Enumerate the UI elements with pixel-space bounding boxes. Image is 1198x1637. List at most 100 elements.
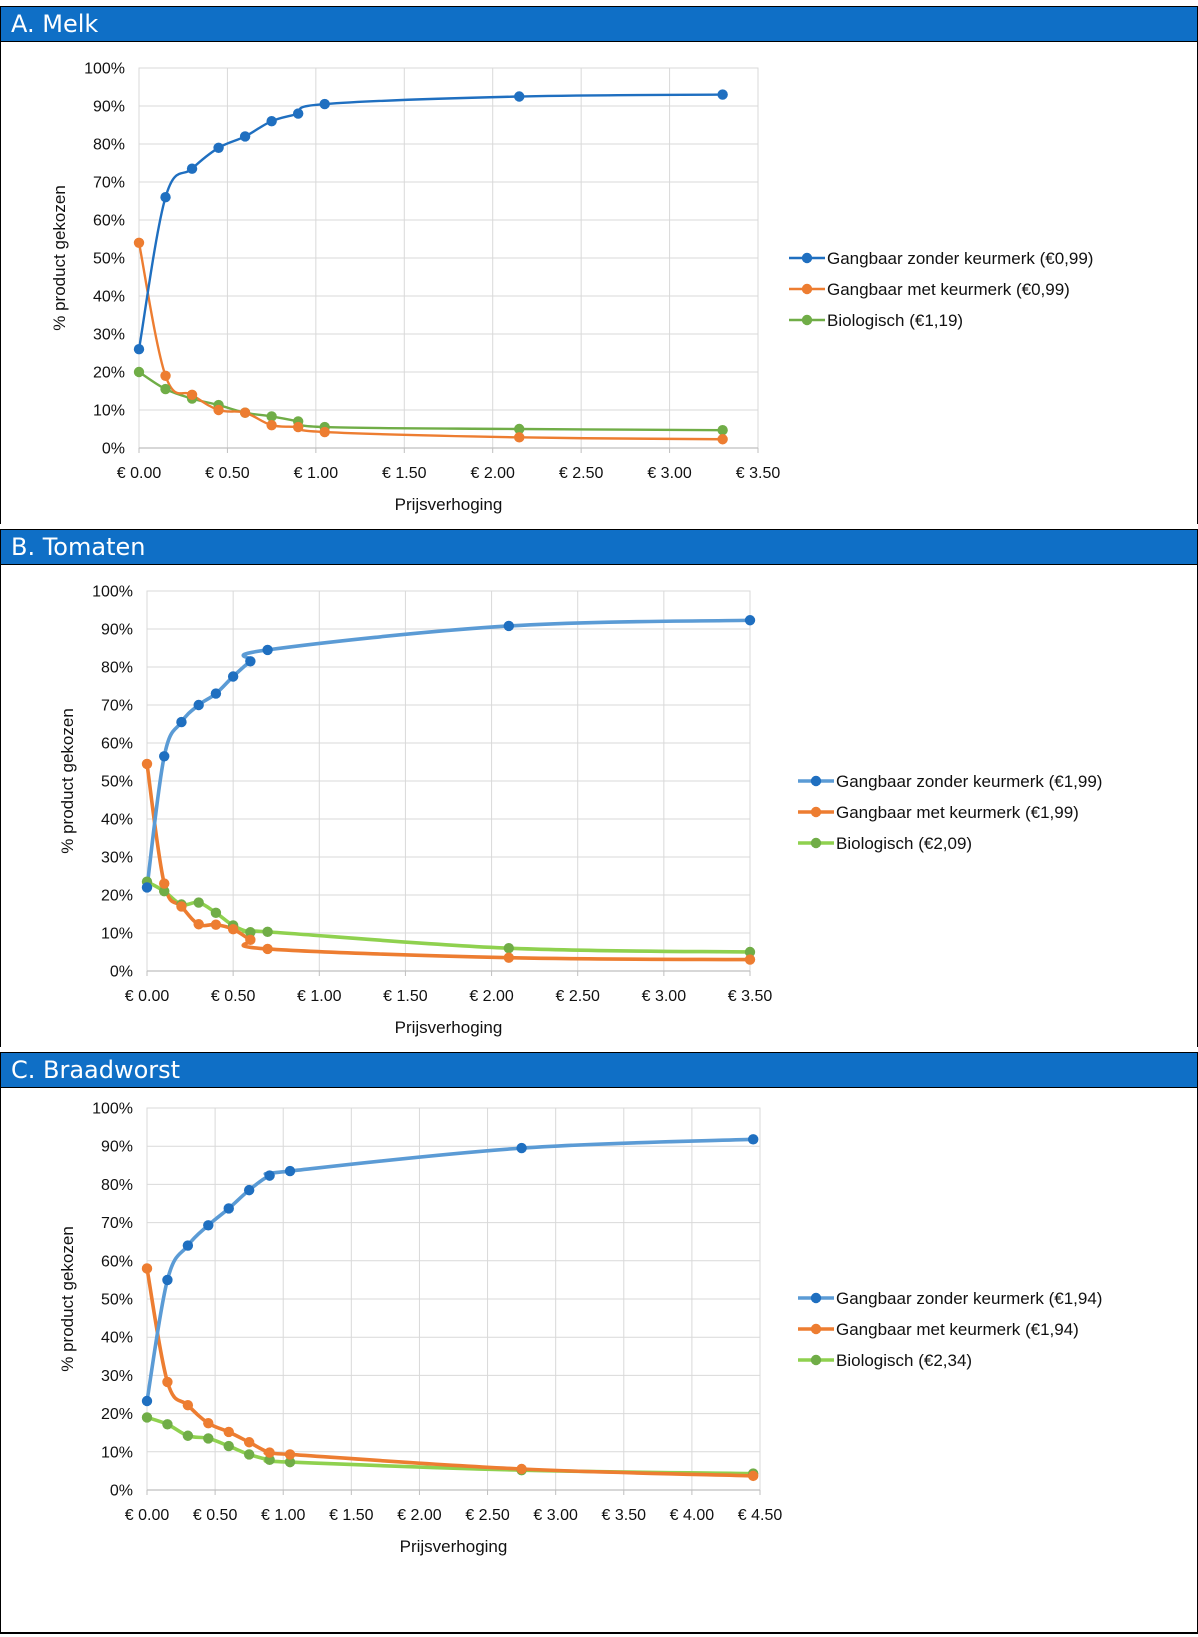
legend-label: Gangbaar met keurmerk (€1,99) — [836, 803, 1079, 822]
y-tick-label: 40% — [101, 1330, 133, 1347]
data-point — [503, 943, 514, 954]
x-tick-label: € 4.00 — [670, 1507, 715, 1524]
x-tick-label: € 2.00 — [470, 465, 515, 482]
data-point — [141, 1412, 153, 1423]
y-tick-label: 70% — [93, 175, 125, 192]
data-point — [133, 366, 145, 378]
chart-area: 0% 10% 20% 30% 40% 50% 60% 70% 80% 90% 100% € 0.00 €… — [1, 565, 1197, 1050]
legend-marker — [810, 837, 822, 849]
y-tick-label: 60% — [93, 213, 125, 230]
panel-title: B. Tomaten — [1, 529, 1197, 565]
data-point — [516, 1142, 527, 1154]
data-point — [266, 420, 277, 431]
data-point — [264, 1454, 275, 1466]
x-tick-label: € 1.00 — [261, 1507, 306, 1524]
data-point — [284, 1449, 296, 1460]
data-point — [503, 952, 514, 963]
data-point — [243, 1184, 255, 1196]
data-point — [319, 426, 330, 438]
y-tick-label: 70% — [101, 1215, 133, 1232]
data-point — [245, 656, 256, 667]
y-tick-label: 0% — [102, 441, 125, 458]
legend-marker — [801, 283, 813, 295]
data-point — [213, 404, 224, 416]
y-tick-label: 100% — [92, 1101, 133, 1118]
data-point — [239, 131, 251, 142]
data-point — [243, 1449, 255, 1460]
data-point — [264, 1170, 275, 1181]
legend-marker — [810, 806, 822, 818]
x-tick-label: € 1.00 — [297, 988, 342, 1005]
legend-label: Gangbaar met keurmerk (€0,99) — [827, 280, 1070, 299]
x-tick-label: € 3.00 — [533, 1507, 578, 1524]
data-point — [227, 671, 239, 682]
x-tick-label: € 2.00 — [397, 1507, 442, 1524]
data-point — [744, 954, 756, 965]
y-tick-label: 30% — [101, 850, 133, 867]
panel-braadworst: C. Braadworst 0% 10% 20% 30% 40% 50% 60% 70% 80%… — [0, 1052, 1198, 1634]
x-tick-label: € 1.50 — [329, 1507, 374, 1524]
data-point — [292, 108, 304, 119]
y-tick-label: 30% — [101, 1368, 133, 1385]
panel-melk: A. Melk 0% 10% 20% 30% 40% 50% 60% 70% 80% 90% 100… — [0, 6, 1198, 524]
y-tick-label: 100% — [84, 61, 125, 78]
y-tick-label: 20% — [101, 888, 133, 905]
legend-label: Gangbaar met keurmerk (€1,94) — [836, 1320, 1079, 1339]
data-point — [266, 116, 277, 127]
data-point — [162, 1419, 173, 1430]
data-point — [717, 424, 728, 436]
data-point — [747, 1470, 759, 1482]
data-point — [133, 237, 145, 248]
x-tick-label: € 0.50 — [193, 1507, 238, 1524]
legend-marker — [810, 1323, 822, 1335]
legend-label: Gangbaar zonder keurmerk (€1,94) — [836, 1289, 1102, 1308]
y-tick-label: 90% — [101, 622, 133, 639]
data-point — [717, 434, 728, 445]
data-point — [210, 688, 222, 699]
y-tick-label: 20% — [93, 365, 125, 382]
x-tick-label: € 1.00 — [294, 465, 339, 482]
legend-label: Biologisch (€2,09) — [836, 834, 972, 853]
data-point — [141, 758, 153, 770]
panel-title: C. Braadworst — [1, 1052, 1197, 1088]
data-point — [203, 1417, 214, 1429]
y-tick-label: 10% — [101, 1444, 133, 1461]
legend-marker — [810, 1354, 822, 1366]
x-tick-label: € 3.00 — [642, 988, 687, 1005]
data-point — [141, 882, 153, 893]
y-tick-label: 0% — [110, 1483, 133, 1500]
y-tick-label: 80% — [101, 660, 133, 677]
data-point — [262, 926, 273, 938]
chart-area: 0% 10% 20% 30% 40% 50% 60% 70% 80% 90% 100% € 0.00 €… — [1, 1088, 1197, 1637]
data-point — [159, 751, 170, 762]
legend-marker — [810, 1292, 822, 1304]
y-tick-label: 50% — [101, 1292, 133, 1309]
y-axis-title: % product gekozen — [50, 185, 69, 331]
data-point — [514, 91, 525, 102]
y-tick-label: 100% — [92, 584, 133, 601]
y-tick-label: 40% — [93, 289, 125, 306]
data-point — [744, 615, 756, 626]
x-tick-label: € 0.00 — [117, 465, 162, 482]
data-point — [514, 423, 525, 435]
y-tick-label: 90% — [93, 99, 125, 116]
data-point — [182, 1399, 194, 1411]
y-tick-label: 0% — [110, 964, 133, 981]
data-point — [141, 1395, 153, 1407]
x-axis-title: Prijsverhoging — [400, 1537, 508, 1556]
y-axis-title: % product gekozen — [58, 1226, 77, 1372]
x-tick-label: € 3.50 — [728, 988, 773, 1005]
y-tick-label: 90% — [101, 1139, 133, 1156]
chart-melk: 0% 10% 20% 30% 40% 50% 60% 70% 80% 90% 100% € 0.00 €… — [50, 61, 1093, 515]
data-point — [262, 644, 273, 656]
panel-tomaten: B. Tomaten 0% 10% 20% 30% 40% 50% 60% 70% 80% 90%… — [0, 529, 1198, 1047]
data-point — [182, 1430, 194, 1441]
x-tick-label: € 2.00 — [469, 988, 514, 1005]
legend-label: Biologisch (€1,19) — [827, 311, 963, 330]
x-tick-label: € 2.50 — [555, 988, 600, 1005]
data-point — [182, 1240, 194, 1251]
data-point — [186, 389, 198, 400]
legend-label: Gangbaar zonder keurmerk (€0,99) — [827, 249, 1093, 268]
x-axis-title: Prijsverhoging — [395, 495, 503, 514]
data-point — [292, 421, 304, 433]
